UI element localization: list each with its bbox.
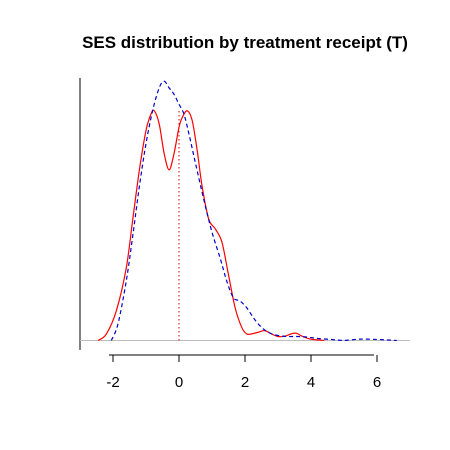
- x-tick-label: 4: [307, 374, 315, 391]
- x-tick-label: -2: [106, 374, 119, 391]
- series-group: [97, 80, 397, 342]
- chart-title: SES distribution by treatment receipt (T…: [82, 33, 408, 52]
- x-tick-label: 6: [373, 374, 381, 391]
- x-axis-ticks: -2 0 2 4 6: [106, 355, 381, 391]
- x-tick-label: 2: [241, 374, 249, 391]
- density-curve-1: [97, 109, 325, 342]
- x-tick-label: 0: [175, 374, 183, 391]
- density-curve-2: [110, 80, 397, 342]
